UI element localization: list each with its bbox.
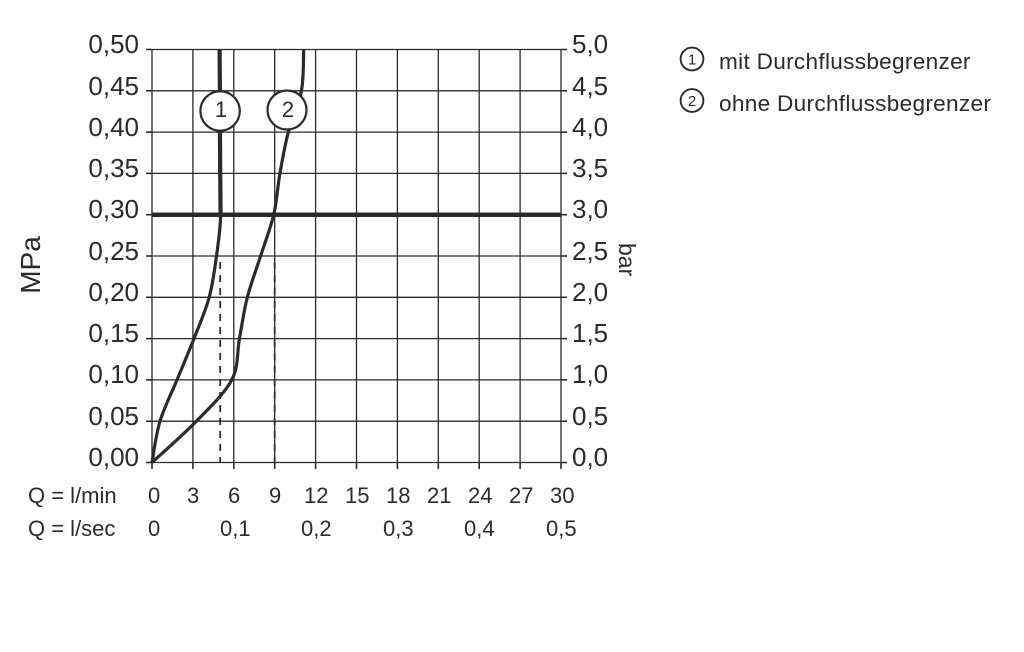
svg-text:2: 2	[688, 93, 696, 110]
svg-text:1: 1	[688, 52, 696, 69]
